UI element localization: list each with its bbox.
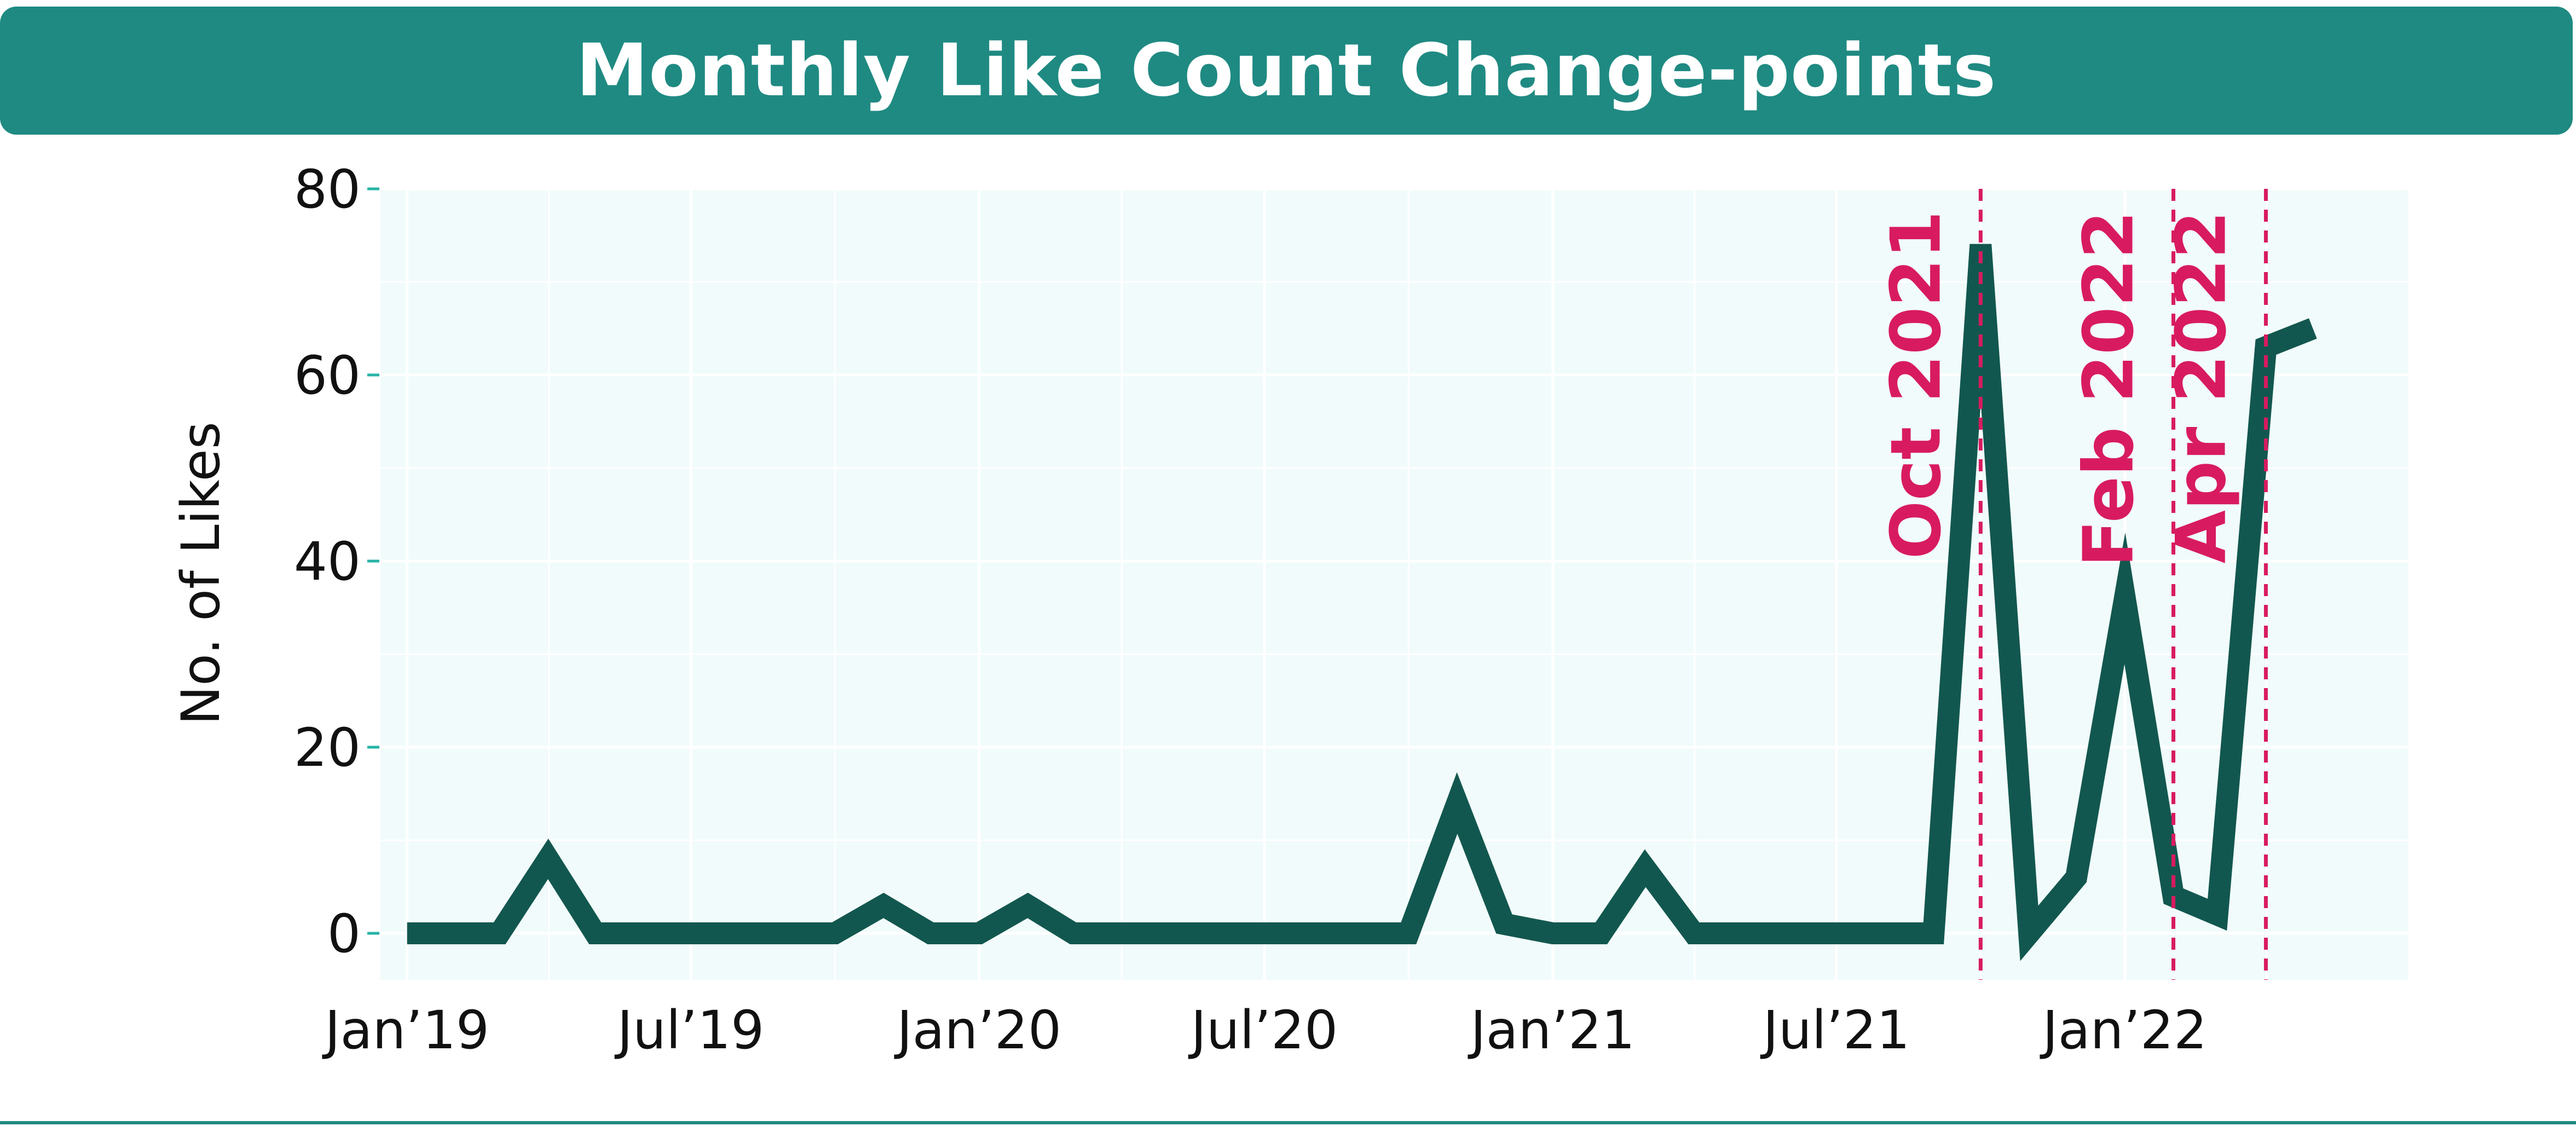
data-point: [1601, 933, 1602, 934]
x-axis: Jan’19 Jul’19 Jan’20 Jul’20 Jan’21 Jul’21 Jan’…: [322, 1000, 2207, 1061]
data-point: [834, 933, 835, 934]
series-layer: [407, 244, 2317, 961]
data-point: [1645, 868, 1646, 869]
changepoint-layer: Oct 2021 Feb 2022 Apr 2022: [1875, 189, 2268, 980]
y-tick-label: 20: [294, 717, 361, 778]
data-point: [2217, 914, 2218, 915]
data-point: [1168, 933, 1169, 934]
x-tick-label: Jan’22: [2040, 1000, 2207, 1061]
data-point: [1933, 933, 1934, 934]
data-point: [1073, 933, 1074, 934]
changepoint-label: Feb 2022: [2069, 211, 2149, 567]
data-point: [2124, 598, 2126, 599]
data-point: [2265, 347, 2266, 348]
data-point: [930, 933, 931, 934]
data-point: [1789, 933, 1790, 934]
title-banner: Monthly Like Count Change-points: [0, 7, 2573, 135]
data-point: [407, 933, 408, 934]
chart-title: Monthly Like Count Change-points: [576, 28, 1997, 113]
y-tick-label: 80: [294, 159, 361, 220]
data-point: [1693, 933, 1694, 934]
data-point: [1121, 933, 1122, 934]
x-tick-label: Jul’21: [1760, 1000, 1910, 1061]
data-point: [1552, 933, 1553, 934]
data-point: [787, 933, 788, 934]
data-point: [1264, 933, 1265, 934]
data-point: [1980, 244, 1981, 245]
data-point: [739, 933, 740, 934]
data-point: [455, 933, 456, 934]
y-axis-title: No. of Likes: [170, 421, 232, 725]
vertical-gridlines: [406, 189, 2268, 980]
data-point: [594, 933, 596, 934]
data-point: [1408, 933, 1409, 934]
data-point: [690, 933, 691, 934]
x-tick-label: Jul’20: [1188, 1000, 1338, 1061]
data-point: [1885, 933, 1886, 934]
x-tick-label: Jan’19: [322, 1000, 489, 1061]
data-point: [1313, 933, 1314, 934]
data-point: [547, 858, 548, 859]
data-point: [1836, 933, 1837, 934]
data-point: [2076, 877, 2077, 878]
data-point: [2312, 328, 2313, 329]
bottom-rule: [0, 1121, 2576, 1124]
y-tick-label: 60: [294, 345, 361, 406]
y-axis: 0 20 40 60 80: [294, 159, 379, 965]
data-point: [1361, 933, 1362, 934]
data-point: [2029, 933, 2030, 934]
data-point: [1504, 923, 1505, 925]
data-point: [643, 933, 644, 934]
changepoint-label: Apr 2022: [2161, 211, 2241, 563]
series-line: [407, 244, 2317, 961]
x-tick-label: Jan’21: [1468, 1000, 1635, 1061]
data-point: [499, 933, 500, 934]
data-point: [1217, 933, 1218, 934]
data-point: [1740, 933, 1741, 934]
x-tick-label: Jul’19: [615, 1000, 765, 1061]
data-point: [1027, 905, 1029, 906]
y-tick-label: 0: [327, 903, 361, 965]
data-point: [1457, 802, 1458, 804]
changepoint-label: Oct 2021: [1875, 211, 1956, 559]
x-tick-label: Jan’20: [894, 1000, 1061, 1061]
y-tick-label: 40: [294, 531, 361, 592]
data-point: [883, 905, 884, 906]
data-point: [979, 933, 980, 934]
